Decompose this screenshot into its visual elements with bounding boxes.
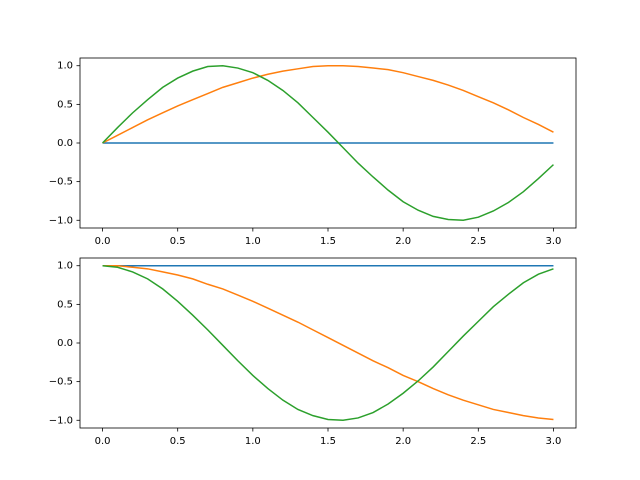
x-tick-label: 0.0: [95, 236, 111, 247]
x-tick-label: 0.0: [95, 436, 111, 447]
x-tick-label: 1.5: [320, 436, 336, 447]
y-tick-label: 0.0: [57, 138, 73, 149]
y-tick-label: 0.5: [57, 99, 73, 110]
x-tick-label: 3.0: [546, 236, 562, 247]
line: [102, 64, 554, 222]
line: [102, 264, 554, 421]
x-tick-label: 0.5: [170, 236, 186, 247]
y-tick-label: 0.5: [57, 299, 73, 310]
line: [102, 64, 554, 144]
x-tick-label: 2.5: [470, 236, 486, 247]
y-tick-label: 0.0: [57, 338, 73, 349]
y-tick-label: 1.0: [57, 261, 73, 272]
x-tick-label: 2.5: [470, 436, 486, 447]
x-tick-label: 2.0: [395, 436, 411, 447]
y-tick-label: −1.0: [49, 215, 73, 226]
line: [102, 264, 554, 422]
x-tick-label: 2.0: [395, 236, 411, 247]
x-tick-label: 0.5: [170, 436, 186, 447]
x-tick-label: 1.0: [245, 436, 261, 447]
x-tick-label: 1.5: [320, 236, 336, 247]
y-tick-label: −0.5: [49, 377, 73, 388]
y-tick-label: 1.0: [57, 61, 73, 72]
y-tick-label: −0.5: [49, 177, 73, 188]
x-tick-label: 3.0: [546, 436, 562, 447]
x-tick-label: 1.0: [245, 236, 261, 247]
y-tick-label: −1.0: [49, 415, 73, 426]
